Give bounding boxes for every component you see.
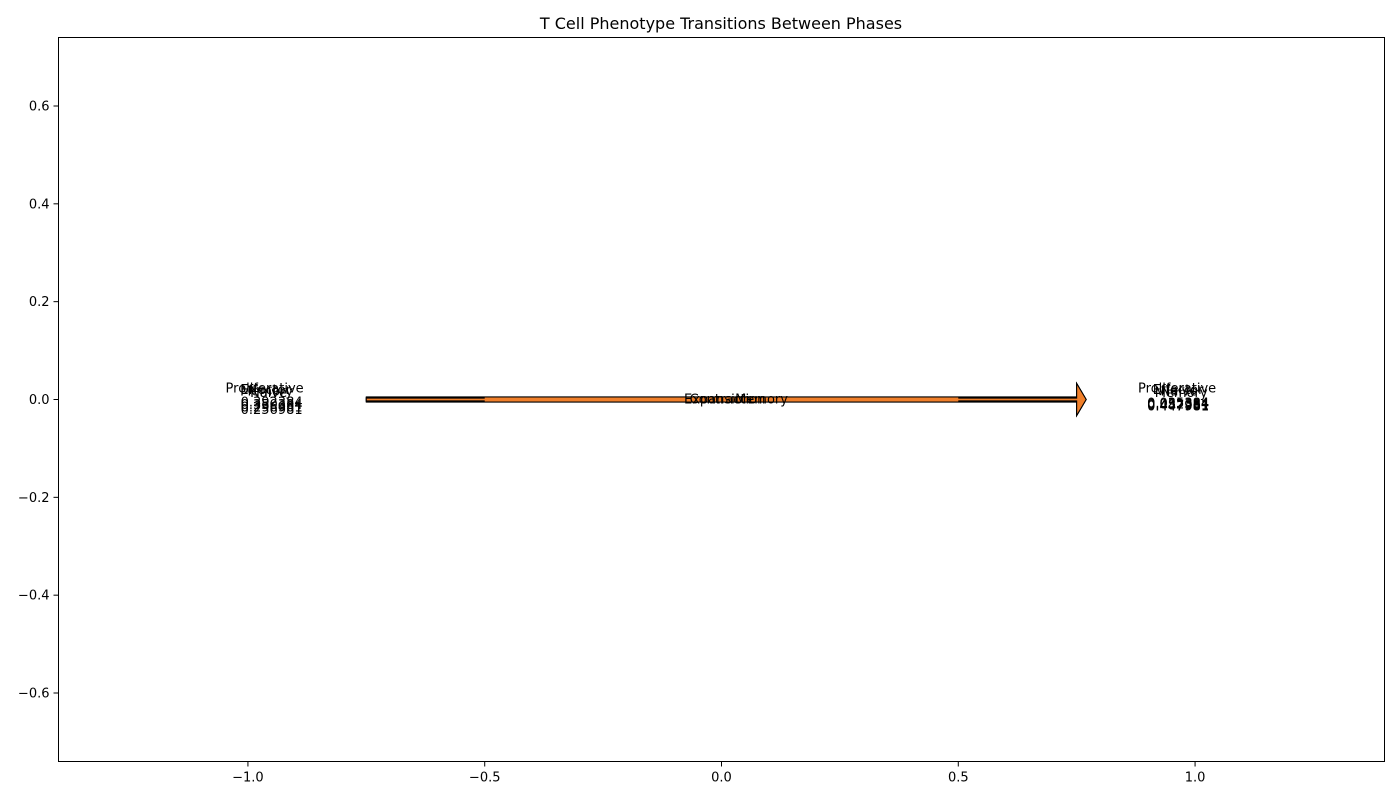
right-node-label: Effector	[1153, 383, 1204, 398]
left-node-label: Naive	[250, 386, 287, 401]
left-node-label: Memory	[240, 385, 293, 400]
x-axis: −1.0 −0.5 0.0 0.5 1.0	[232, 761, 1206, 786]
right-node-value: 0.052384	[1147, 398, 1209, 413]
left-node-value: 0.256981	[241, 403, 303, 418]
y-tick-label: −0.2	[18, 491, 50, 506]
left-node-value: 0.296981	[241, 401, 303, 416]
x-tick-label: 0.5	[948, 771, 969, 786]
left-node-value: 0.392384	[241, 396, 303, 411]
x-tick-label: −1.0	[232, 771, 264, 786]
right-node-label: Memory	[1155, 386, 1208, 401]
left-node-value: 0.350384	[241, 398, 303, 413]
x-tick-label: −0.5	[469, 771, 501, 786]
left-node-label: Proliferative	[226, 382, 304, 397]
flow-label: Expansion	[684, 393, 751, 408]
y-tick-label: 0.6	[29, 99, 50, 114]
right-node-value: 0.035384	[1147, 397, 1209, 412]
flow-label: Memory	[735, 393, 788, 408]
chart-title: T Cell Phenotype Transitions Between Pha…	[539, 14, 902, 33]
flow-group	[365, 381, 1087, 418]
flow-label: Contraction	[690, 393, 766, 408]
right-node-value: 0.487981	[1147, 399, 1209, 414]
x-tick-label: 1.0	[1185, 771, 1206, 786]
label-group: Proliferative0.392384Effector0.350384Mem…	[226, 382, 1217, 419]
right-node-label: Proliferative	[1138, 382, 1216, 397]
right-node-label: Naive	[1161, 385, 1198, 400]
y-tick-label: 0.2	[29, 295, 50, 310]
x-tick-label: 0.0	[711, 771, 732, 786]
y-axis: 0.6 0.4 0.2 0.0 −0.2 −0.4 −0.6	[18, 99, 59, 702]
flow-band	[484, 397, 959, 402]
y-tick-label: −0.6	[18, 687, 50, 702]
right-node-value: 0.447981	[1147, 400, 1209, 415]
y-tick-label: 0.0	[29, 393, 50, 408]
left-node-label: Effector	[240, 383, 291, 398]
y-tick-label: 0.4	[29, 197, 50, 212]
y-tick-label: −0.4	[18, 589, 50, 604]
